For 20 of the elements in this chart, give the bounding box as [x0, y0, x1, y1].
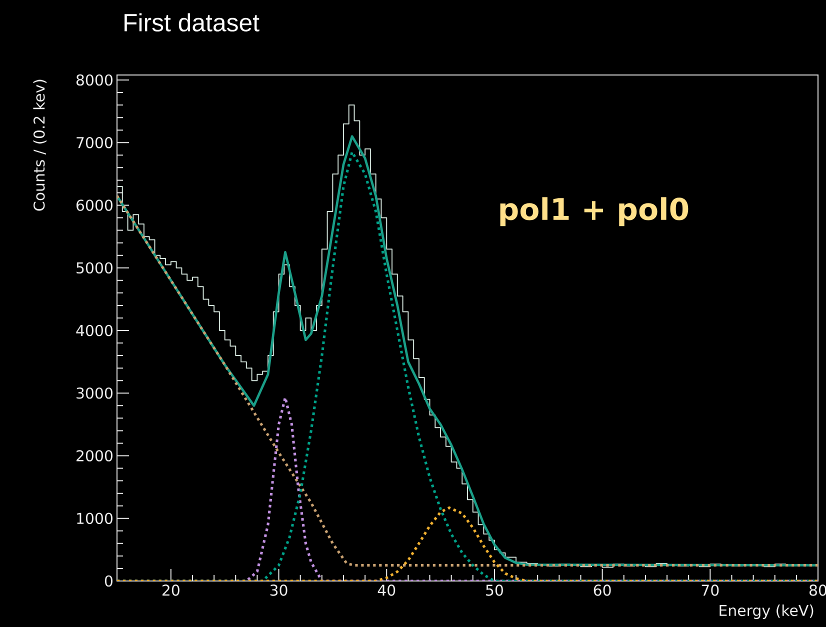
y-tick-label: 5000 — [76, 262, 112, 274]
x-tick-label: 40 — [378, 584, 396, 596]
y-tick-label: 6000 — [76, 200, 112, 211]
x-tick-label: 50 — [486, 584, 503, 596]
y-tick-label: 3000 — [76, 387, 112, 399]
annotation: pol1 + pol0 — [500, 197, 688, 226]
line-series — [117, 506, 818, 581]
x-tick-label: 30 — [270, 584, 288, 596]
x-axis-title: Energy (keV) — [720, 604, 814, 619]
y-axis-title: Counts / (0.2 kev) — [33, 80, 47, 211]
x-tick-label: 60 — [594, 584, 611, 596]
y-tick-label: 1000 — [77, 512, 112, 524]
y-tick-label: 7000 — [76, 136, 112, 148]
x-tick-label: 20 — [162, 584, 180, 596]
y-tick-label: 8000 — [76, 74, 112, 86]
y-tick-label: 0 — [104, 575, 112, 587]
y-tick-label: 2000 — [76, 450, 112, 462]
chart-title: First dataset — [124, 13, 260, 32]
x-tick-label: 70 — [702, 584, 719, 596]
y-tick-label: 4000 — [76, 324, 112, 336]
